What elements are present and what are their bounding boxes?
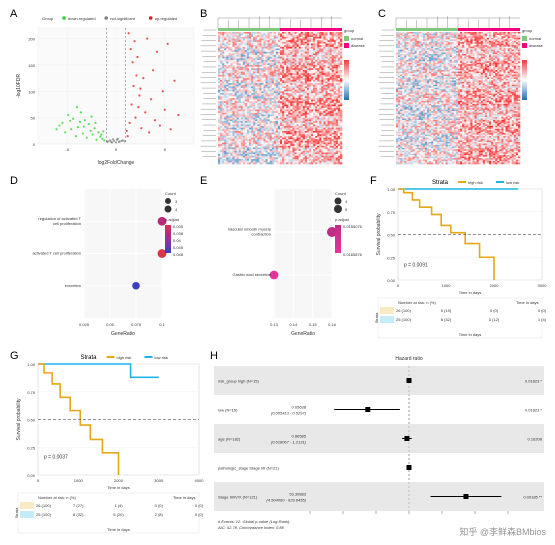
- dotplot-E: 0.130.140.150.16Vascular smooth muscleco…: [200, 175, 368, 340]
- svg-text:-5: -5: [65, 147, 69, 152]
- panel-label-F: F: [370, 175, 377, 187]
- panel-D: D 0.0250.050.0750.1regulation of activat…: [10, 175, 198, 340]
- svg-text:200: 200: [28, 37, 35, 42]
- svg-text:150: 150: [28, 63, 35, 68]
- panel-label-D: D: [10, 175, 18, 187]
- svg-text:0: 0: [33, 142, 36, 147]
- watermark: 知乎 @李鲜森BMbios: [456, 524, 549, 539]
- svg-text:down-regulated: down-regulated: [68, 16, 96, 21]
- svg-text:-log10FDR: -log10FDR: [16, 74, 22, 99]
- svg-text:not-significant: not-significant: [110, 16, 136, 21]
- svg-text:group: group: [344, 28, 355, 33]
- forest-H: Hazard ratiorisk_group high (N=15)0.0182…: [210, 350, 548, 535]
- km-G: Stratahigh risklow risk0.000.250.500.751…: [10, 350, 205, 535]
- panel-B: B group normal disease: [200, 8, 370, 168]
- svg-text:100: 100: [28, 89, 35, 94]
- km-F: Stratahigh risklow risk0.000.250.500.751…: [370, 175, 548, 340]
- panel-label-E: E: [200, 175, 207, 187]
- panel-E: E 0.130.140.150.16Vascular smooth muscle…: [200, 175, 368, 340]
- svg-text:log2FoldChange: log2FoldChange: [98, 160, 135, 166]
- svg-text:5: 5: [164, 147, 167, 152]
- svg-text:disease: disease: [351, 43, 366, 48]
- panel-G: G Stratahigh risklow risk0.000.250.500.7…: [10, 350, 205, 535]
- dotplot-D: 0.0250.050.0750.1regulation of activated…: [10, 175, 198, 340]
- panel-label-H: H: [210, 350, 218, 362]
- panel-C: C groupnormaldisease: [378, 8, 548, 168]
- panel-label-G: G: [10, 350, 19, 362]
- volcano-plot: Group down-regulated not-significant up-reg…: [10, 8, 198, 168]
- panel-A: A Group down-regulated not-significant up-r…: [10, 8, 198, 168]
- panel-label-C: C: [378, 8, 386, 20]
- heatmap-C: groupnormaldisease: [378, 8, 548, 168]
- svg-text:up-regulated: up-regulated: [155, 16, 177, 21]
- svg-text:0: 0: [115, 147, 118, 152]
- svg-text:normal: normal: [351, 36, 363, 41]
- panel-label-B: B: [200, 8, 207, 20]
- panel-H: H Hazard ratiorisk_group high (N=15)0.01…: [210, 350, 548, 535]
- panel-F: F Stratahigh risklow risk0.000.250.500.7…: [370, 175, 548, 340]
- panel-label-A: A: [10, 8, 17, 20]
- svg-text:50: 50: [31, 116, 36, 121]
- svg-text:Group: Group: [42, 16, 54, 21]
- heatmap-B: group normal disease: [200, 8, 370, 168]
